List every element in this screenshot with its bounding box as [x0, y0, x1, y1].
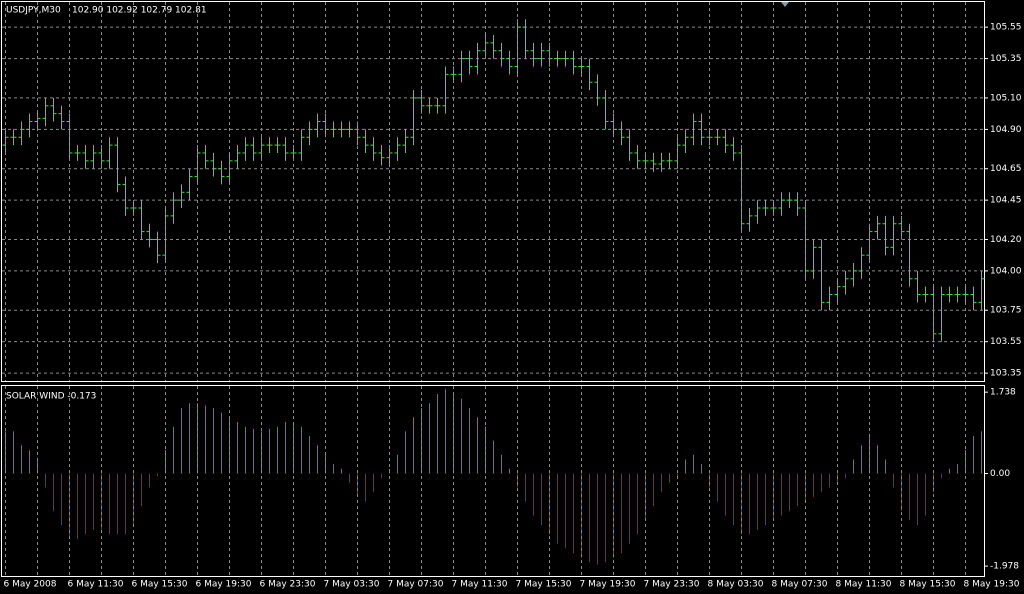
- x-tick-label: 8 May 03:30: [708, 580, 764, 590]
- price-frame: [1, 1, 985, 382]
- x-tick-label: 6 May 19:30: [196, 580, 252, 590]
- y-tick-label: 0.00: [990, 469, 1010, 479]
- x-tick-label: 8 May 11:30: [836, 580, 892, 590]
- x-tick-label: 6 May 23:30: [260, 580, 316, 590]
- x-tick-label: 8 May 15:30: [900, 580, 956, 590]
- y-tick-label: 104.90: [990, 125, 1022, 135]
- y-tick-label: -1.978: [990, 562, 1019, 572]
- indicator-frame: [1, 385, 985, 577]
- x-tick-label: 7 May 07:30: [388, 580, 444, 590]
- indicator-title: SOLAR WIND -0.173: [6, 392, 96, 402]
- x-tick-label: 8 May 07:30: [772, 580, 828, 590]
- y-tick-label: 1.738: [990, 388, 1016, 398]
- y-tick-label: 105.35: [990, 54, 1022, 64]
- y-tick-label: 103.55: [990, 337, 1022, 347]
- y-tick-label: 104.65: [990, 164, 1022, 174]
- shift-marker: [781, 2, 789, 7]
- x-tick-label: 7 May 23:30: [644, 580, 700, 590]
- x-tick-label: 6 May 11:30: [68, 580, 124, 590]
- x-tick-label: 7 May 15:30: [516, 580, 572, 590]
- x-tick-label: 7 May 11:30: [452, 580, 508, 590]
- x-tick-label: 7 May 19:30: [580, 580, 636, 590]
- x-tick-label: 6 May 2008: [4, 580, 57, 590]
- y-tick-label: 103.35: [990, 369, 1022, 379]
- y-tick-label: 103.75: [990, 306, 1022, 316]
- y-tick-label: 105.55: [990, 23, 1022, 33]
- y-tick-label: 105.10: [990, 93, 1022, 103]
- chart-title: USDJPY,M30: [6, 6, 61, 16]
- y-tick-label: 104.20: [990, 235, 1022, 245]
- x-tick-label: 7 May 03:30: [324, 580, 380, 590]
- y-tick-label: 104.45: [990, 196, 1022, 206]
- y-tick-label: 104.00: [990, 266, 1022, 276]
- x-tick-label: 6 May 15:30: [132, 580, 188, 590]
- x-tick-label: 8 May 19:30: [964, 580, 1020, 590]
- quote: 102.90 102.92 102.79 102.81: [72, 6, 207, 16]
